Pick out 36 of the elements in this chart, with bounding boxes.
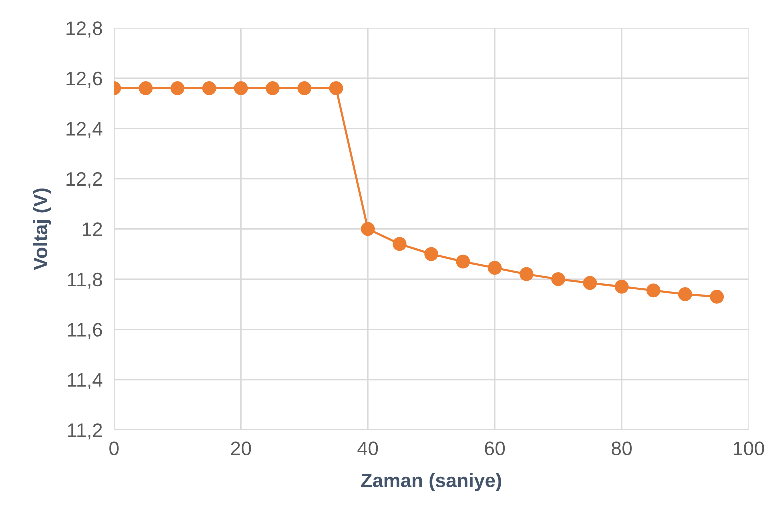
x-axis-title: Zaman (saniye) [361,473,502,492]
point [710,290,724,304]
x-tick-label: 80 [612,442,632,456]
point [456,254,470,269]
x-tick-label: 0 [110,442,119,456]
x-tick-label: 20 [231,442,252,456]
x-tick-label: 100 [734,442,764,456]
point [488,261,502,276]
point [329,82,344,96]
point [361,222,376,236]
point [298,82,312,96]
point [583,276,598,290]
y-tick-label: 11,6 [68,323,102,340]
y-tick-label: 12 [83,222,102,236]
point [234,82,248,96]
y-tick-label: 12,4 [66,122,103,138]
y-tick-label: 12,2 [66,172,102,188]
x-tick-label: 60 [485,442,506,456]
point [266,82,280,96]
y-tick-label: 12,6 [66,72,102,88]
point [678,288,692,302]
point [170,82,185,96]
point [139,82,153,96]
point [520,267,534,282]
y-tick-label: 11,8 [68,272,102,289]
point [202,82,216,96]
point [552,272,566,286]
point [614,280,629,294]
y-tick-label: 12,8 [66,22,102,38]
y-tick-label: 11,4 [68,374,103,390]
y-tick-label: 11,2 [68,424,102,440]
point [424,247,438,262]
y-axis-title: Voltaj (V) [33,188,52,270]
point [646,284,661,298]
point [392,237,407,252]
x-tick-label: 40 [358,442,378,456]
